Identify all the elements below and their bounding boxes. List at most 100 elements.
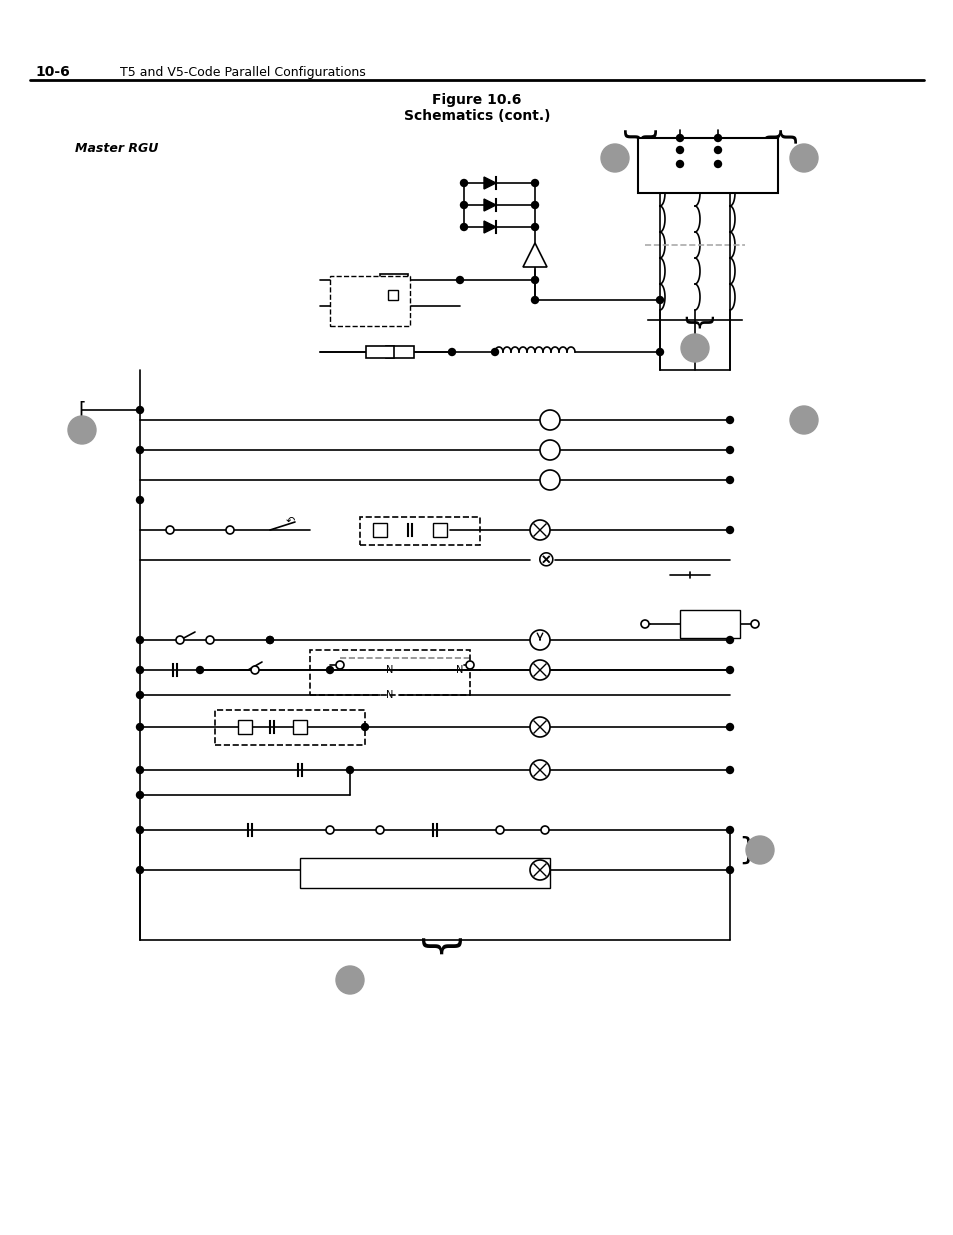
Polygon shape xyxy=(483,199,496,211)
Circle shape xyxy=(175,636,184,643)
Circle shape xyxy=(531,201,537,209)
Circle shape xyxy=(530,659,550,680)
Bar xyxy=(310,650,470,695)
Circle shape xyxy=(226,526,233,534)
Circle shape xyxy=(726,636,733,643)
Circle shape xyxy=(335,966,364,994)
Circle shape xyxy=(676,135,682,142)
Circle shape xyxy=(448,348,455,356)
Polygon shape xyxy=(522,243,546,267)
Circle shape xyxy=(531,179,537,186)
Circle shape xyxy=(789,406,817,433)
Circle shape xyxy=(251,666,258,674)
Circle shape xyxy=(726,526,733,534)
Text: Figure 10.6: Figure 10.6 xyxy=(432,93,521,107)
Circle shape xyxy=(531,277,537,284)
Circle shape xyxy=(680,333,708,362)
Circle shape xyxy=(640,620,648,629)
Circle shape xyxy=(136,867,143,873)
Circle shape xyxy=(460,179,467,186)
Circle shape xyxy=(326,826,334,834)
Circle shape xyxy=(465,661,474,669)
Bar xyxy=(299,858,550,888)
Circle shape xyxy=(539,471,559,490)
Text: Master RGU: Master RGU xyxy=(75,142,158,154)
Circle shape xyxy=(726,724,733,730)
Circle shape xyxy=(266,636,274,643)
Circle shape xyxy=(530,520,550,540)
Bar xyxy=(679,610,740,638)
Polygon shape xyxy=(483,177,496,189)
Circle shape xyxy=(136,447,143,453)
Circle shape xyxy=(136,826,143,834)
Polygon shape xyxy=(483,221,496,233)
Circle shape xyxy=(676,147,682,153)
Circle shape xyxy=(136,667,143,673)
Circle shape xyxy=(460,201,467,209)
Circle shape xyxy=(726,867,733,873)
Text: T5 and V5-Code Parallel Configurations: T5 and V5-Code Parallel Configurations xyxy=(120,65,365,79)
Circle shape xyxy=(530,760,550,781)
Bar xyxy=(373,522,387,537)
Bar xyxy=(388,290,397,300)
Circle shape xyxy=(530,630,550,650)
Bar xyxy=(214,710,365,745)
Bar xyxy=(382,301,405,311)
Circle shape xyxy=(745,836,773,864)
Bar xyxy=(237,720,252,734)
Text: N: N xyxy=(386,690,394,700)
Circle shape xyxy=(266,636,274,643)
Circle shape xyxy=(530,860,550,881)
Text: }: } xyxy=(738,836,757,864)
Text: N: N xyxy=(456,664,463,676)
Circle shape xyxy=(540,826,548,834)
Circle shape xyxy=(530,718,550,737)
Circle shape xyxy=(136,767,143,773)
Text: [: [ xyxy=(78,400,86,420)
Bar xyxy=(638,138,778,193)
Circle shape xyxy=(361,724,368,730)
Text: }: } xyxy=(679,315,709,335)
Text: Schematics (cont.): Schematics (cont.) xyxy=(403,109,550,124)
Circle shape xyxy=(714,161,720,168)
Circle shape xyxy=(206,636,213,643)
Circle shape xyxy=(460,224,467,231)
Circle shape xyxy=(136,792,143,799)
Circle shape xyxy=(726,826,733,834)
Bar xyxy=(433,522,447,537)
Circle shape xyxy=(531,224,537,231)
Circle shape xyxy=(726,767,733,773)
Bar xyxy=(379,274,408,287)
Text: }: } xyxy=(414,937,456,963)
Circle shape xyxy=(726,416,733,424)
Circle shape xyxy=(726,667,733,673)
Circle shape xyxy=(496,826,503,834)
Text: 10-6: 10-6 xyxy=(35,65,70,79)
Circle shape xyxy=(750,620,759,629)
Text: N: N xyxy=(386,664,394,676)
Circle shape xyxy=(491,348,498,356)
Bar xyxy=(293,720,307,734)
Text: $\otimes$: $\otimes$ xyxy=(536,550,554,571)
Circle shape xyxy=(196,667,203,673)
Circle shape xyxy=(136,724,143,730)
Circle shape xyxy=(136,692,143,699)
Circle shape xyxy=(456,277,463,284)
Text: {: { xyxy=(620,121,655,143)
Circle shape xyxy=(136,406,143,414)
Text: }: } xyxy=(760,121,794,143)
Circle shape xyxy=(326,667,334,673)
Circle shape xyxy=(714,135,720,142)
Bar xyxy=(386,346,414,358)
Circle shape xyxy=(136,496,143,504)
Circle shape xyxy=(531,296,537,304)
Circle shape xyxy=(600,144,628,172)
Circle shape xyxy=(789,144,817,172)
Bar xyxy=(366,346,394,358)
Circle shape xyxy=(68,416,96,445)
Bar xyxy=(330,275,410,326)
Circle shape xyxy=(676,161,682,168)
Circle shape xyxy=(726,477,733,483)
Bar xyxy=(359,517,479,545)
Circle shape xyxy=(656,348,662,356)
